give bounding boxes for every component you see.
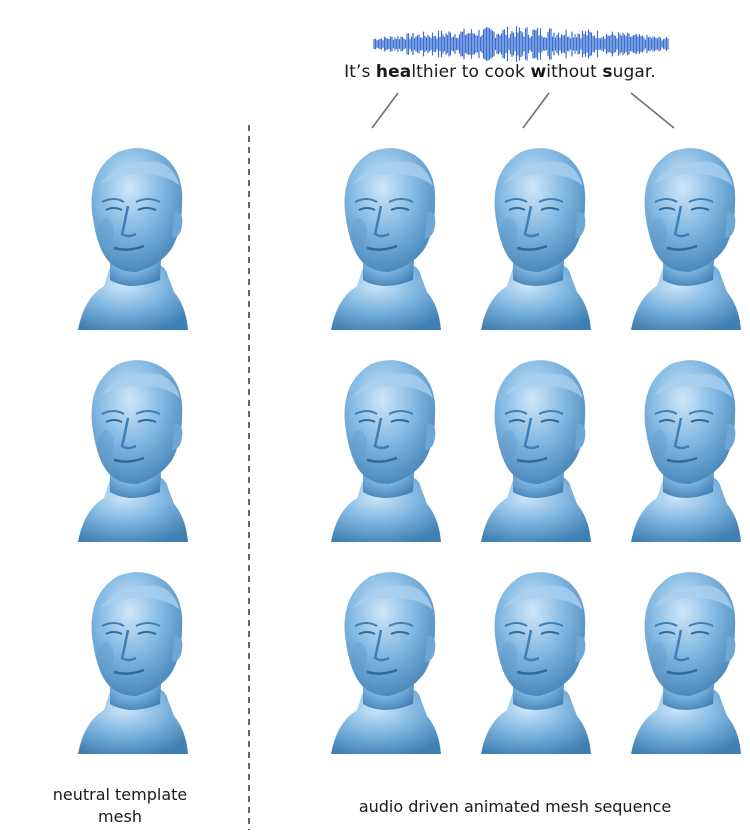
caption-line: neutral template — [20, 784, 220, 806]
sequence-mesh-row-2-frame-1 — [331, 360, 441, 542]
template-mesh-row-3 — [78, 572, 188, 754]
sentence-part: ugar. — [613, 62, 656, 82]
sentence-part: It’s — [344, 62, 376, 82]
caption-neutral-template: neutral template mesh — [20, 784, 220, 828]
sequence-mesh-row-2-frame-3 — [631, 360, 741, 542]
sentence-part: lthier to cook — [411, 62, 530, 82]
sequence-mesh-row-1-frame-2 — [481, 148, 591, 330]
sentence-part-highlight: hea — [376, 62, 411, 82]
sequence-mesh-row-1-frame-1 — [331, 148, 441, 330]
sentence-part: ithout — [546, 62, 602, 82]
caption-line: mesh — [20, 806, 220, 828]
audio-waveform — [374, 26, 668, 62]
template-mesh-row-1 — [78, 148, 188, 330]
pointer-line-s — [631, 93, 674, 128]
pointer-line-w — [523, 93, 549, 128]
sequence-mesh-row-3-frame-1 — [331, 572, 441, 754]
sequence-mesh-row-1-frame-3 — [631, 148, 741, 330]
sentence-part-highlight: w — [530, 62, 546, 82]
sequence-mesh-row-3-frame-3 — [631, 572, 741, 754]
spoken-sentence: It’s healthier to cook without sugar. — [250, 62, 750, 82]
template-mesh-row-2 — [78, 360, 188, 542]
sentence-part-highlight: s — [602, 62, 612, 82]
sequence-mesh-row-2-frame-2 — [481, 360, 591, 542]
sequence-mesh-row-3-frame-2 — [481, 572, 591, 754]
caption-animated-sequence: audio driven animated mesh sequence — [300, 796, 730, 818]
pointer-line-hea — [372, 93, 398, 128]
